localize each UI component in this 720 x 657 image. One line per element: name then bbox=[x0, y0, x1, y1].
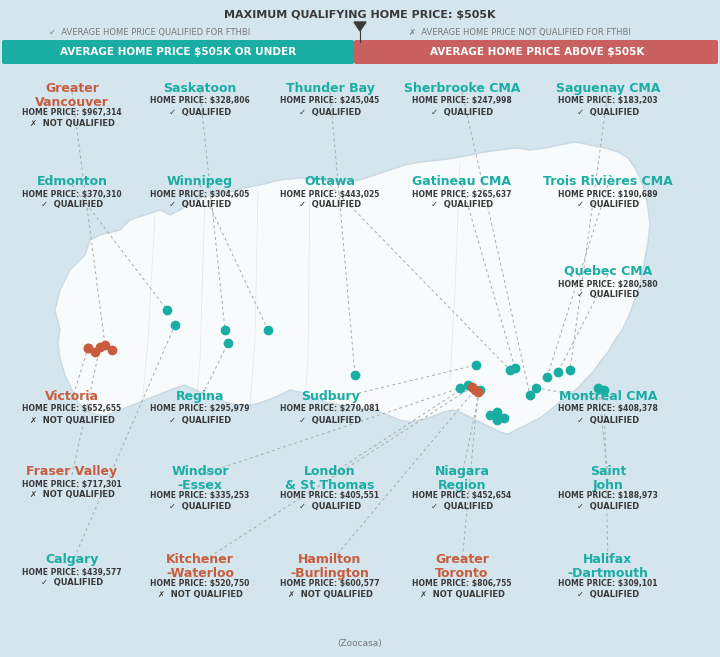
Text: ✓  QUALIFIED: ✓ QUALIFIED bbox=[169, 502, 231, 511]
Text: HOME PRICE: $806,755: HOME PRICE: $806,755 bbox=[413, 579, 512, 588]
FancyBboxPatch shape bbox=[354, 40, 718, 64]
Text: HOME PRICE: $270,081: HOME PRICE: $270,081 bbox=[280, 405, 380, 413]
Text: HOME PRICE: $190,689: HOME PRICE: $190,689 bbox=[558, 189, 658, 198]
Text: AVERAGE HOME PRICE ABOVE $505K: AVERAGE HOME PRICE ABOVE $505K bbox=[430, 47, 644, 57]
Text: ✓  QUALIFIED: ✓ QUALIFIED bbox=[169, 108, 231, 116]
Text: Saguenay CMA: Saguenay CMA bbox=[556, 82, 660, 95]
Text: HOME PRICE: $405,551: HOME PRICE: $405,551 bbox=[280, 491, 379, 500]
Text: Calgary: Calgary bbox=[45, 553, 99, 566]
Text: HOME PRICE: $370,310: HOME PRICE: $370,310 bbox=[22, 189, 122, 198]
Text: ✗  NOT QUALIFIED: ✗ NOT QUALIFIED bbox=[420, 590, 505, 599]
Text: ✗  AVERAGE HOME PRICE NOT QUALIFIED FOR FTHBI: ✗ AVERAGE HOME PRICE NOT QUALIFIED FOR F… bbox=[409, 28, 631, 37]
FancyBboxPatch shape bbox=[2, 40, 354, 64]
Text: ✗  NOT QUALIFIED: ✗ NOT QUALIFIED bbox=[30, 491, 114, 499]
Text: HOME PRICE: $443,025: HOME PRICE: $443,025 bbox=[280, 189, 379, 198]
Text: Hamilton
-Burlington: Hamilton -Burlington bbox=[291, 553, 369, 580]
Text: HOME PRICE: $452,654: HOME PRICE: $452,654 bbox=[413, 491, 512, 500]
Text: Niagara
Region: Niagara Region bbox=[434, 465, 490, 492]
Text: ✓  QUALIFIED: ✓ QUALIFIED bbox=[169, 415, 231, 424]
Text: ✓  QUALIFIED: ✓ QUALIFIED bbox=[577, 200, 639, 210]
Text: ✓  QUALIFIED: ✓ QUALIFIED bbox=[577, 415, 639, 424]
Text: Sherbrooke CMA: Sherbrooke CMA bbox=[404, 82, 520, 95]
Text: ✗  NOT QUALIFIED: ✗ NOT QUALIFIED bbox=[30, 119, 114, 128]
Text: Fraser Valley: Fraser Valley bbox=[27, 465, 117, 478]
Text: HOME PRICE: $295,979: HOME PRICE: $295,979 bbox=[150, 405, 250, 413]
Text: HOME PRICE: $967,314: HOME PRICE: $967,314 bbox=[22, 108, 122, 117]
Text: Victoria: Victoria bbox=[45, 390, 99, 403]
Text: ✗  NOT QUALIFIED: ✗ NOT QUALIFIED bbox=[30, 415, 114, 424]
Polygon shape bbox=[354, 22, 366, 31]
Text: HOME PRICE: $600,577: HOME PRICE: $600,577 bbox=[280, 579, 380, 588]
Text: Trois Rivières CMA: Trois Rivières CMA bbox=[543, 175, 673, 188]
Text: HOME PRICE: $328,806: HOME PRICE: $328,806 bbox=[150, 97, 250, 106]
Text: Kitchener
-Waterloo: Kitchener -Waterloo bbox=[166, 553, 234, 580]
Text: ✓  QUALIFIED: ✓ QUALIFIED bbox=[577, 108, 639, 116]
Text: ✓  QUALIFIED: ✓ QUALIFIED bbox=[431, 200, 493, 210]
Text: ✓  QUALIFIED: ✓ QUALIFIED bbox=[577, 502, 639, 511]
Text: ✓  QUALIFIED: ✓ QUALIFIED bbox=[577, 590, 639, 599]
Text: HOME PRICE: $717,301: HOME PRICE: $717,301 bbox=[22, 480, 122, 489]
Text: ✓  AVERAGE HOME PRICE QUALIFIED FOR FTHBI: ✓ AVERAGE HOME PRICE QUALIFIED FOR FTHBI bbox=[50, 28, 251, 37]
Text: HOME PRICE: $265,637: HOME PRICE: $265,637 bbox=[413, 189, 512, 198]
Text: AVERAGE HOME PRICE $505K OR UNDER: AVERAGE HOME PRICE $505K OR UNDER bbox=[60, 47, 296, 57]
Text: HOME PRICE: $520,750: HOME PRICE: $520,750 bbox=[150, 579, 250, 588]
Text: MAXIMUM QUALIFYING HOME PRICE: $505K: MAXIMUM QUALIFYING HOME PRICE: $505K bbox=[224, 10, 496, 20]
Text: HOME PRICE: $188,973: HOME PRICE: $188,973 bbox=[558, 491, 658, 500]
Text: Montreal CMA: Montreal CMA bbox=[559, 390, 657, 403]
Text: HOME PRICE: $408,378: HOME PRICE: $408,378 bbox=[558, 405, 658, 413]
Text: Quebec CMA: Quebec CMA bbox=[564, 265, 652, 278]
Text: HOME PRICE: $280,580: HOME PRICE: $280,580 bbox=[558, 279, 658, 288]
Text: ✓  QUALIFIED: ✓ QUALIFIED bbox=[431, 502, 493, 511]
Text: HOME PRICE: $183,203: HOME PRICE: $183,203 bbox=[558, 97, 658, 106]
Text: Regina: Regina bbox=[176, 390, 224, 403]
Text: London
& St Thomas: London & St Thomas bbox=[285, 465, 374, 492]
Polygon shape bbox=[55, 142, 650, 434]
Text: ✓  QUALIFIED: ✓ QUALIFIED bbox=[41, 579, 103, 587]
Text: Windsor
-Essex: Windsor -Essex bbox=[171, 465, 229, 492]
Text: HOME PRICE: $304,605: HOME PRICE: $304,605 bbox=[150, 189, 250, 198]
Text: HOME PRICE: $309,101: HOME PRICE: $309,101 bbox=[558, 579, 658, 588]
Text: Halifax
-Dartmouth: Halifax -Dartmouth bbox=[567, 553, 649, 580]
Text: HOME PRICE: $247,998: HOME PRICE: $247,998 bbox=[412, 97, 512, 106]
Text: ✓  QUALIFIED: ✓ QUALIFIED bbox=[299, 200, 361, 210]
Text: (Zoocasa): (Zoocasa) bbox=[338, 639, 382, 648]
Text: Saskatoon: Saskatoon bbox=[163, 82, 237, 95]
Text: Ottawa: Ottawa bbox=[305, 175, 356, 188]
Text: ✓  QUALIFIED: ✓ QUALIFIED bbox=[299, 415, 361, 424]
Text: ✓  QUALIFIED: ✓ QUALIFIED bbox=[577, 290, 639, 300]
Text: HOME PRICE: $335,253: HOME PRICE: $335,253 bbox=[150, 491, 250, 500]
Text: ✗  NOT QUALIFIED: ✗ NOT QUALIFIED bbox=[158, 590, 243, 599]
Text: ✓  QUALIFIED: ✓ QUALIFIED bbox=[431, 108, 493, 116]
Text: ✗  NOT QUALIFIED: ✗ NOT QUALIFIED bbox=[287, 590, 372, 599]
Text: Winnipeg: Winnipeg bbox=[167, 175, 233, 188]
Text: HOME PRICE: $245,045: HOME PRICE: $245,045 bbox=[280, 97, 379, 106]
Text: Sudbury: Sudbury bbox=[301, 390, 359, 403]
Text: ✓  QUALIFIED: ✓ QUALIFIED bbox=[299, 502, 361, 511]
Text: ✓  QUALIFIED: ✓ QUALIFIED bbox=[299, 108, 361, 116]
Text: Greater
Vancouver: Greater Vancouver bbox=[35, 82, 109, 109]
Text: Saint
John: Saint John bbox=[590, 465, 626, 492]
Text: Thunder Bay: Thunder Bay bbox=[286, 82, 374, 95]
Text: HOME PRICE: $439,577: HOME PRICE: $439,577 bbox=[22, 568, 122, 576]
Text: ✓  QUALIFIED: ✓ QUALIFIED bbox=[169, 200, 231, 210]
Text: Greater
Toronto: Greater Toronto bbox=[435, 553, 489, 580]
Text: ✓  QUALIFIED: ✓ QUALIFIED bbox=[41, 200, 103, 210]
Text: HOME PRICE: $652,655: HOME PRICE: $652,655 bbox=[22, 405, 122, 413]
Text: Edmonton: Edmonton bbox=[37, 175, 107, 188]
Text: Gatineau CMA: Gatineau CMA bbox=[413, 175, 511, 188]
